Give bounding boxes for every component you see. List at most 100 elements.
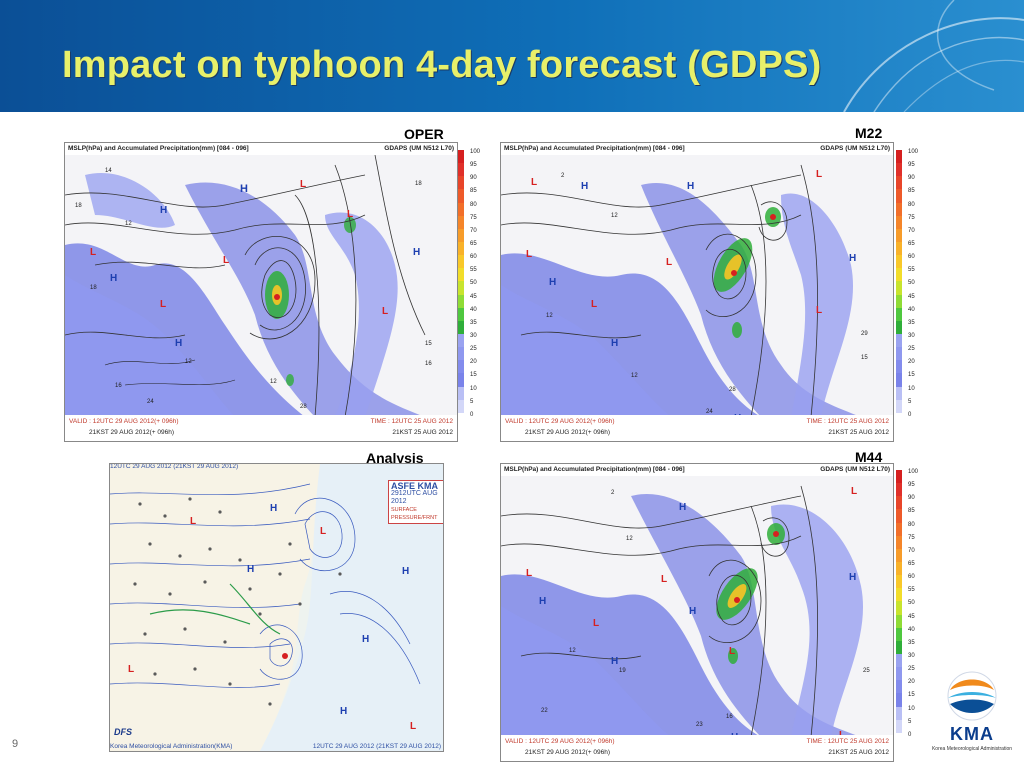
scale-label: 0 bbox=[470, 411, 474, 418]
scale-swatch bbox=[896, 215, 902, 229]
scale-label: 80 bbox=[908, 201, 915, 208]
map-header-model: GDAPS (UM N512 L70) bbox=[384, 145, 454, 152]
svg-text:L: L bbox=[320, 526, 326, 537]
svg-text:2: 2 bbox=[611, 490, 615, 496]
swirl-decoration bbox=[843, 0, 1024, 112]
scale-swatch bbox=[896, 680, 902, 694]
scale-swatch bbox=[896, 294, 902, 308]
svg-text:L: L bbox=[816, 169, 822, 180]
init-time-kst: 21KST 25 AUG 2012 bbox=[392, 429, 453, 436]
scale-label: 90 bbox=[470, 175, 477, 182]
svg-text:L: L bbox=[526, 568, 532, 579]
scale-swatch bbox=[458, 189, 464, 203]
svg-text:H: H bbox=[611, 338, 618, 349]
precip-color-scale-m44: 100 95 90 85 80 75 70 65 60 55 50 45 40 35 30 25 20 15 10 5… bbox=[896, 469, 930, 746]
svg-text:29: 29 bbox=[861, 331, 868, 337]
svg-text:22: 22 bbox=[541, 708, 548, 714]
title-banner bbox=[0, 0, 1024, 112]
svg-text:L: L bbox=[591, 299, 597, 310]
scale-label: 25 bbox=[470, 346, 477, 353]
scale-swatch bbox=[896, 320, 902, 334]
scale-label: 65 bbox=[470, 241, 477, 247]
scale-swatch bbox=[458, 307, 464, 321]
svg-text:L: L bbox=[382, 306, 388, 317]
scale-label: 5 bbox=[470, 398, 474, 405]
scale-label: 70 bbox=[908, 547, 915, 554]
scale-swatch bbox=[458, 163, 464, 177]
scale-label: 50 bbox=[470, 280, 477, 287]
init-time: TIME : 12UTC 25 AUG 2012 bbox=[806, 738, 889, 745]
svg-text:16: 16 bbox=[115, 383, 122, 389]
svg-text:H: H bbox=[160, 205, 167, 216]
panel-label-m44: M44 bbox=[855, 449, 883, 465]
scale-swatch bbox=[896, 347, 902, 361]
asfe-legend-box: ASFE KMA 2912UTC AUG 2012 SURFACE PRESSU… bbox=[388, 480, 443, 524]
scale-swatch bbox=[896, 150, 902, 164]
dfs-mark: DFS bbox=[114, 727, 132, 737]
svg-text:H: H bbox=[270, 503, 277, 514]
svg-text:L: L bbox=[729, 646, 735, 657]
kma-logo: KMA Korea Meteorological Administration bbox=[924, 668, 1020, 764]
scale-swatch bbox=[896, 693, 902, 707]
scale-label: 5 bbox=[908, 718, 912, 725]
scale-swatch bbox=[896, 627, 902, 641]
scale-label: 65 bbox=[908, 561, 915, 567]
scale-swatch bbox=[896, 334, 902, 348]
scale-swatch bbox=[458, 150, 464, 164]
scale-swatch bbox=[896, 202, 902, 216]
svg-text:14: 14 bbox=[105, 168, 112, 174]
scale-label: 10 bbox=[908, 705, 915, 712]
valid-time-kst: 21KST 29 AUG 2012(+ 096h) bbox=[89, 429, 174, 436]
scale-swatch bbox=[896, 268, 902, 282]
svg-text:12: 12 bbox=[611, 213, 618, 219]
scale-swatch bbox=[896, 242, 902, 256]
svg-text:18: 18 bbox=[415, 181, 422, 187]
map-header-title: MSLP(hPa) and Accumulated Precipitation(… bbox=[68, 145, 249, 152]
svg-text:12: 12 bbox=[631, 373, 638, 379]
panel-label-analysis: Analysis bbox=[366, 450, 424, 466]
scale-label: 30 bbox=[908, 333, 915, 339]
scale-swatch bbox=[896, 575, 902, 589]
slide-title: Impact on typhoon 4-day forecast (GDPS) bbox=[62, 44, 822, 86]
map-header-title: MSLP(hPa) and Accumulated Precipitation(… bbox=[504, 145, 685, 152]
svg-text:H: H bbox=[689, 606, 696, 617]
svg-text:H: H bbox=[402, 566, 409, 577]
scale-label: 20 bbox=[908, 679, 915, 686]
svg-text:12: 12 bbox=[626, 536, 633, 542]
scale-swatch bbox=[896, 667, 902, 681]
scale-swatch bbox=[896, 412, 902, 426]
svg-text:H: H bbox=[362, 634, 369, 645]
svg-text:L: L bbox=[223, 255, 229, 266]
scale-swatch bbox=[896, 386, 902, 400]
svg-text:H: H bbox=[849, 253, 856, 264]
svg-text:L: L bbox=[661, 574, 667, 585]
map-header-title: MSLP(hPa) and Accumulated Precipitation(… bbox=[504, 466, 685, 473]
scale-label: 55 bbox=[470, 267, 477, 274]
scale-swatch bbox=[896, 535, 902, 549]
precip-color-scale-m22: 100 95 90 85 80 75 70 65 60 55 50 45 40 35 30 25 20 15 10 5… bbox=[896, 149, 930, 426]
valid-time-kst: 21KST 29 AUG 2012(+ 096h) bbox=[525, 749, 610, 756]
analysis-bottom-time: 12UTC 29 AUG 2012 (21KST 29 AUG 2012) bbox=[312, 743, 441, 750]
svg-text:L: L bbox=[851, 486, 857, 497]
svg-text:2: 2 bbox=[561, 173, 565, 179]
scale-swatch bbox=[896, 654, 902, 668]
scale-swatch bbox=[458, 360, 464, 374]
scale-label: 40 bbox=[470, 306, 477, 313]
svg-text:H: H bbox=[110, 273, 117, 284]
scale-swatch bbox=[896, 373, 902, 387]
analysis-agency: Korea Meteorological Administration(KMA) bbox=[110, 743, 233, 750]
scale-label: 90 bbox=[908, 175, 915, 182]
scale-label: 30 bbox=[908, 653, 915, 659]
scale-swatch bbox=[458, 294, 464, 308]
svg-text:16: 16 bbox=[425, 361, 432, 367]
valid-time: VALID : 12UTC 29 AUG 2012(+ 096h) bbox=[505, 738, 615, 745]
scale-swatch bbox=[896, 562, 902, 576]
svg-text:L: L bbox=[347, 209, 353, 220]
scale-swatch bbox=[458, 268, 464, 282]
scale-swatch bbox=[896, 360, 902, 374]
svg-text:24: 24 bbox=[706, 409, 713, 415]
